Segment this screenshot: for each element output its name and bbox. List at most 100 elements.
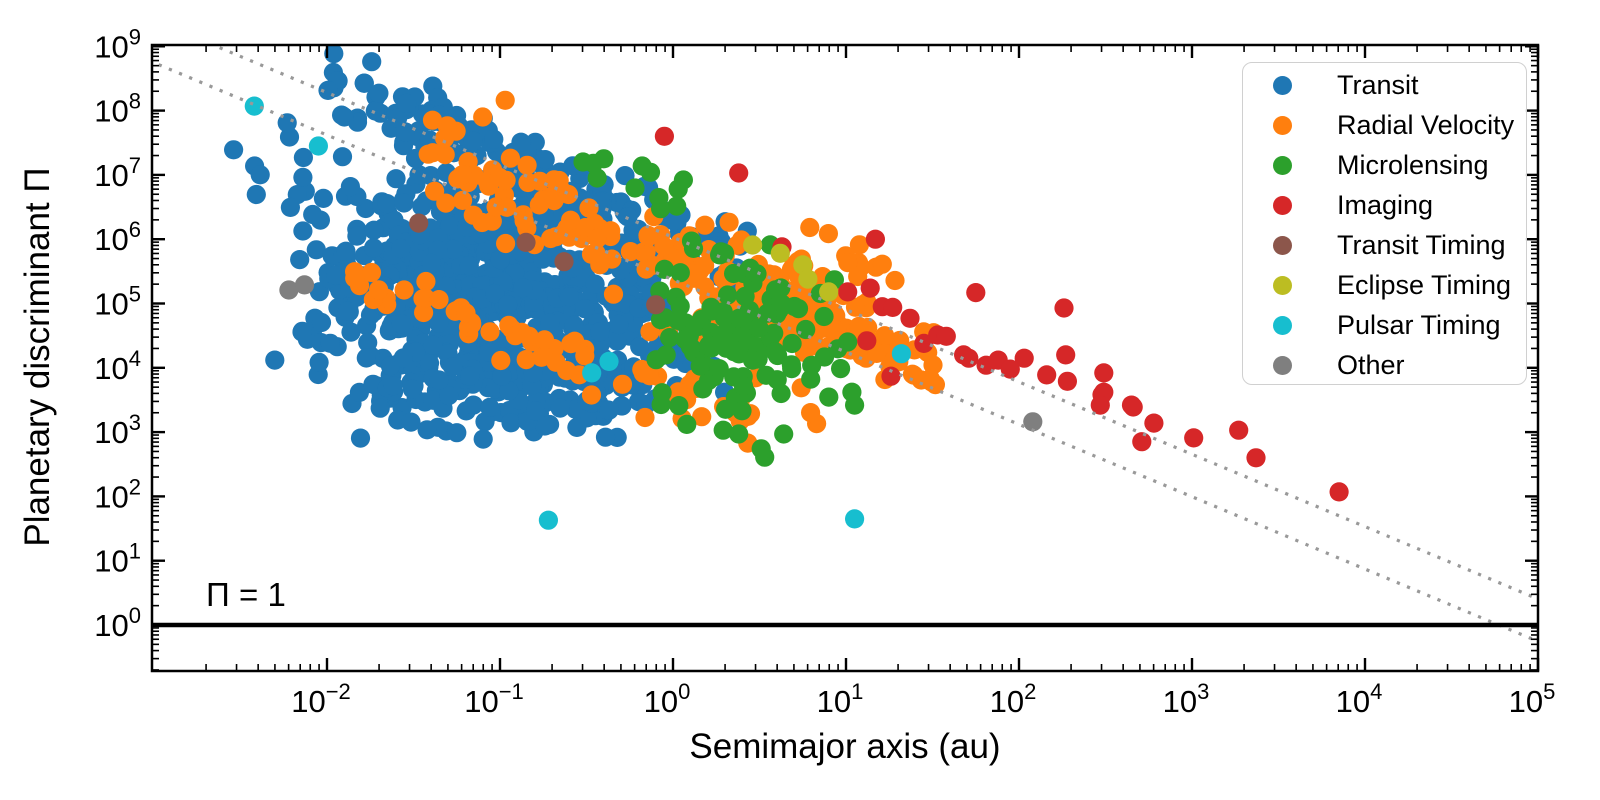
- data-point: [595, 427, 616, 447]
- data-point: [1144, 413, 1164, 433]
- data-point: [324, 45, 344, 64]
- data-point: [635, 407, 655, 428]
- data-point: [391, 314, 411, 334]
- legend-item-pulsar-timing: Pulsar Timing: [1243, 305, 1526, 345]
- data-point: [701, 299, 721, 319]
- y-tick-label: 103: [94, 410, 141, 450]
- data-point: [630, 337, 650, 357]
- data-point: [499, 381, 519, 401]
- data-point: [1132, 432, 1152, 452]
- data-point: [800, 217, 820, 238]
- data-point: [435, 145, 455, 165]
- data-point: [332, 147, 353, 167]
- data-point: [429, 290, 449, 310]
- data-point: [660, 328, 680, 348]
- data-point: [959, 348, 979, 368]
- data-point: [765, 342, 786, 362]
- x-tick-label: 102: [990, 679, 1037, 719]
- data-point: [463, 131, 483, 151]
- series-microlensing: [573, 149, 865, 467]
- data-point: [459, 256, 479, 276]
- data-point: [885, 270, 905, 291]
- data-point: [531, 347, 552, 367]
- data-point: [781, 355, 802, 375]
- data-point: [673, 170, 694, 190]
- data-point: [383, 376, 403, 396]
- data-point: [1184, 428, 1204, 448]
- data-point: [620, 242, 641, 262]
- data-point: [386, 169, 406, 189]
- data-point: [782, 333, 802, 354]
- data-point: [849, 316, 869, 336]
- data-point: [290, 250, 310, 270]
- series-transit-timing: [409, 213, 666, 315]
- data-point: [491, 350, 511, 371]
- data-point: [497, 197, 517, 217]
- data-point: [320, 333, 340, 353]
- data-point: [511, 132, 531, 152]
- data-point: [900, 308, 920, 328]
- data-point: [1090, 395, 1110, 415]
- data-point: [1229, 420, 1249, 440]
- data-point: [246, 184, 266, 205]
- data-point: [443, 357, 463, 377]
- data-point: [419, 353, 440, 373]
- series-imaging: [654, 126, 1349, 502]
- data-point: [361, 262, 382, 283]
- data-point: [590, 322, 610, 342]
- legend-marker-icon: [1273, 195, 1292, 215]
- data-point: [561, 334, 581, 354]
- data-point: [394, 193, 414, 213]
- data-point: [743, 235, 763, 255]
- x-tick-label: 10−2: [291, 679, 351, 719]
- data-point: [883, 297, 903, 317]
- data-point: [356, 348, 376, 368]
- data-point: [612, 374, 633, 394]
- data-point: [733, 376, 754, 396]
- data-point: [358, 333, 378, 353]
- data-point: [716, 399, 736, 419]
- data-point: [724, 263, 744, 284]
- data-point: [244, 96, 264, 116]
- data-point: [819, 282, 839, 302]
- data-point: [492, 366, 512, 386]
- data-point: [535, 416, 555, 436]
- data-point: [309, 352, 329, 372]
- data-point: [796, 319, 816, 340]
- data-point: [365, 101, 385, 121]
- data-point: [774, 424, 794, 444]
- data-point: [369, 280, 389, 300]
- legend-item-microlensing: Microlensing: [1243, 145, 1526, 185]
- legend-item-eclipse-timing: Eclipse Timing: [1243, 265, 1526, 305]
- data-point: [308, 136, 328, 156]
- legend-item-imaging: Imaging: [1243, 185, 1526, 225]
- data-point: [498, 295, 518, 315]
- data-point: [914, 333, 934, 353]
- data-point: [801, 369, 821, 389]
- legend-label: Radial Velocity: [1337, 109, 1515, 140]
- data-point: [340, 177, 360, 197]
- data-point: [845, 395, 865, 415]
- data-point: [718, 285, 738, 305]
- data-point: [538, 510, 559, 530]
- data-point: [582, 363, 602, 383]
- data-point: [603, 284, 624, 304]
- data-point: [651, 199, 671, 219]
- data-point: [599, 351, 619, 371]
- data-point: [599, 400, 619, 420]
- data-point: [500, 148, 520, 168]
- x-tick-label: 100: [644, 679, 691, 719]
- series-pulsar-timing: [244, 96, 912, 530]
- data-point: [377, 194, 397, 214]
- data-point: [818, 224, 839, 244]
- data-point: [670, 296, 690, 316]
- data-point: [279, 127, 300, 147]
- data-point: [1014, 348, 1034, 368]
- data-point: [654, 236, 674, 256]
- data-point: [585, 274, 605, 294]
- data-point: [1023, 412, 1043, 432]
- data-point: [1057, 371, 1077, 391]
- data-point: [472, 212, 492, 233]
- data-point: [517, 155, 537, 175]
